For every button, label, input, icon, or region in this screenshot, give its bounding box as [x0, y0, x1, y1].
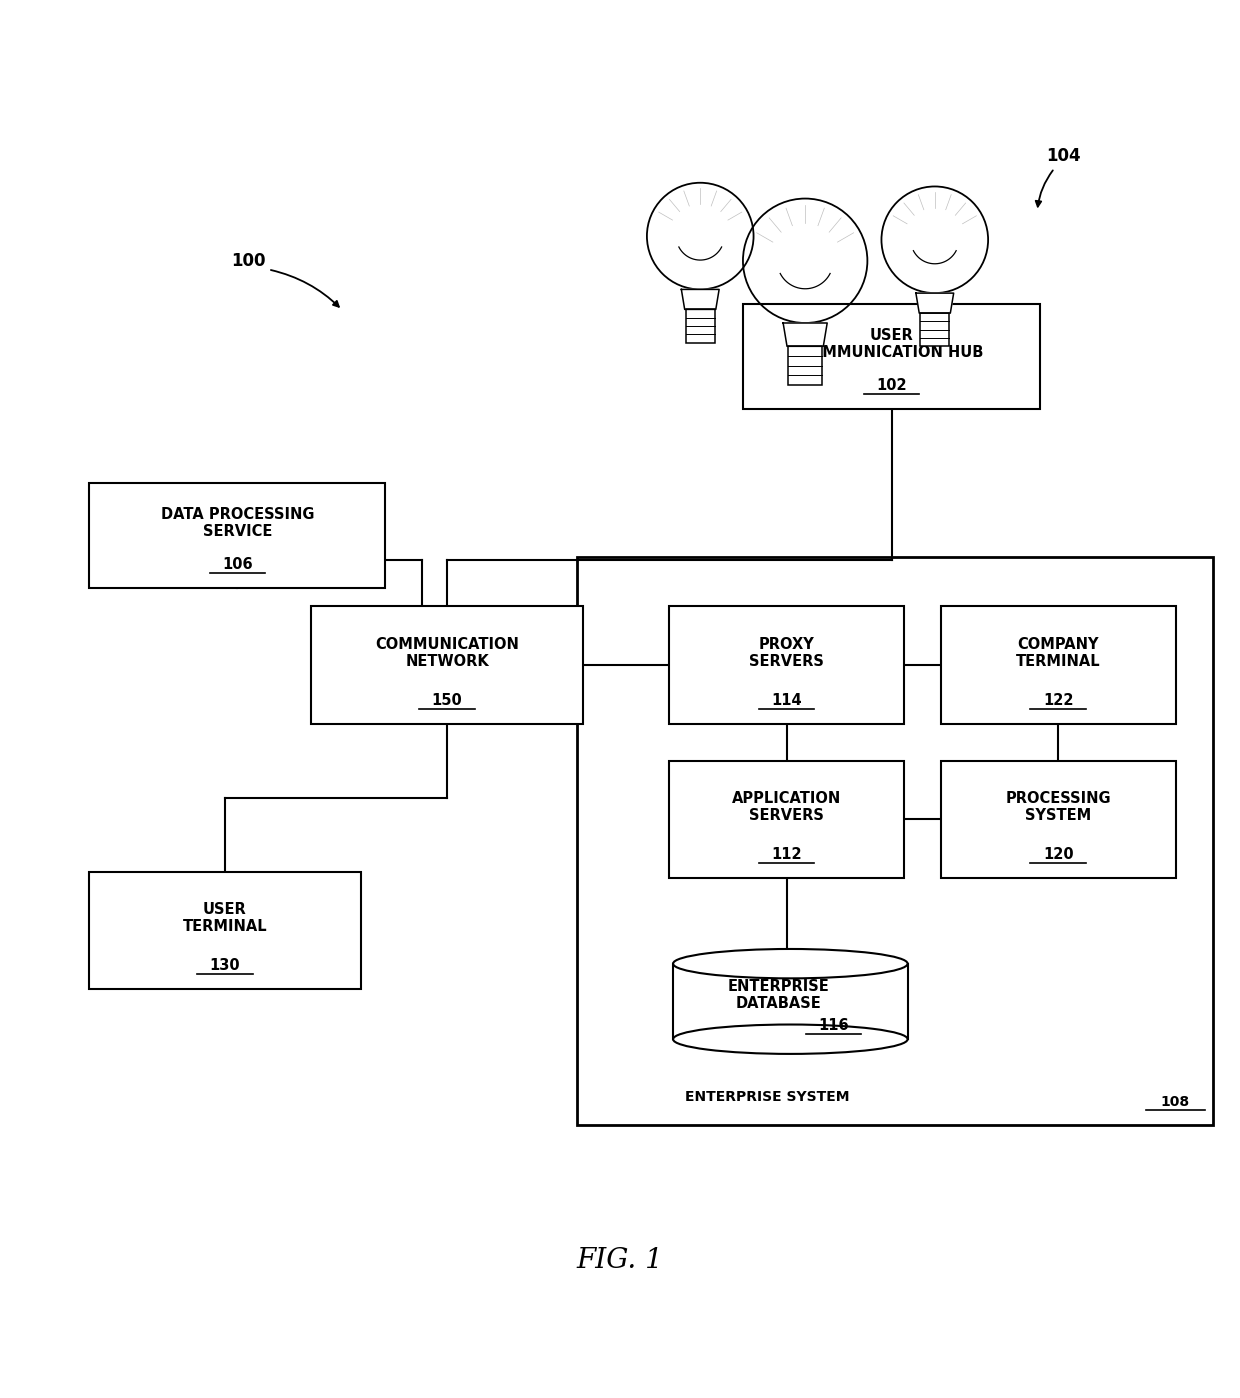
- Polygon shape: [916, 294, 954, 313]
- Text: 114: 114: [771, 692, 802, 707]
- Text: 150: 150: [432, 692, 463, 707]
- Text: DATA PROCESSING
SERVICE: DATA PROCESSING SERVICE: [160, 507, 314, 540]
- Text: 120: 120: [1043, 847, 1074, 863]
- FancyBboxPatch shape: [920, 313, 950, 347]
- Text: 102: 102: [877, 377, 906, 393]
- Polygon shape: [784, 323, 827, 347]
- FancyBboxPatch shape: [686, 309, 714, 343]
- Text: 100: 100: [231, 252, 265, 270]
- Text: 116: 116: [818, 1018, 849, 1033]
- Text: 106: 106: [222, 556, 253, 572]
- FancyBboxPatch shape: [89, 482, 386, 589]
- Text: USER
TERMINAL: USER TERMINAL: [182, 902, 268, 934]
- Text: FIG. 1: FIG. 1: [577, 1247, 663, 1274]
- Text: 112: 112: [771, 847, 802, 863]
- Text: 104: 104: [1045, 147, 1080, 165]
- Text: APPLICATION
SERVERS: APPLICATION SERVERS: [732, 791, 841, 823]
- Polygon shape: [681, 289, 719, 309]
- FancyBboxPatch shape: [670, 761, 904, 878]
- FancyBboxPatch shape: [311, 607, 583, 724]
- Text: COMMUNICATION
NETWORK: COMMUNICATION NETWORK: [376, 636, 520, 668]
- FancyBboxPatch shape: [941, 607, 1176, 724]
- Text: ENTERPRISE
DATABASE: ENTERPRISE DATABASE: [727, 979, 828, 1012]
- Ellipse shape: [673, 1025, 908, 1054]
- Text: 108: 108: [1161, 1095, 1190, 1109]
- Text: ENTERPRISE SYSTEM: ENTERPRISE SYSTEM: [686, 1090, 849, 1104]
- Text: 122: 122: [1043, 692, 1074, 707]
- Text: PROCESSING
SYSTEM: PROCESSING SYSTEM: [1006, 791, 1111, 823]
- Text: USER
COMMUNICATION HUB: USER COMMUNICATION HUB: [800, 329, 983, 361]
- FancyBboxPatch shape: [941, 761, 1176, 878]
- FancyBboxPatch shape: [673, 963, 908, 1039]
- FancyBboxPatch shape: [89, 872, 361, 990]
- Ellipse shape: [673, 949, 908, 979]
- Text: PROXY
SERVERS: PROXY SERVERS: [749, 636, 825, 668]
- Text: COMPANY
TERMINAL: COMPANY TERMINAL: [1016, 636, 1101, 668]
- FancyBboxPatch shape: [789, 347, 822, 386]
- Text: 130: 130: [210, 958, 241, 973]
- FancyBboxPatch shape: [744, 303, 1039, 408]
- FancyBboxPatch shape: [577, 556, 1213, 1125]
- FancyBboxPatch shape: [670, 607, 904, 724]
